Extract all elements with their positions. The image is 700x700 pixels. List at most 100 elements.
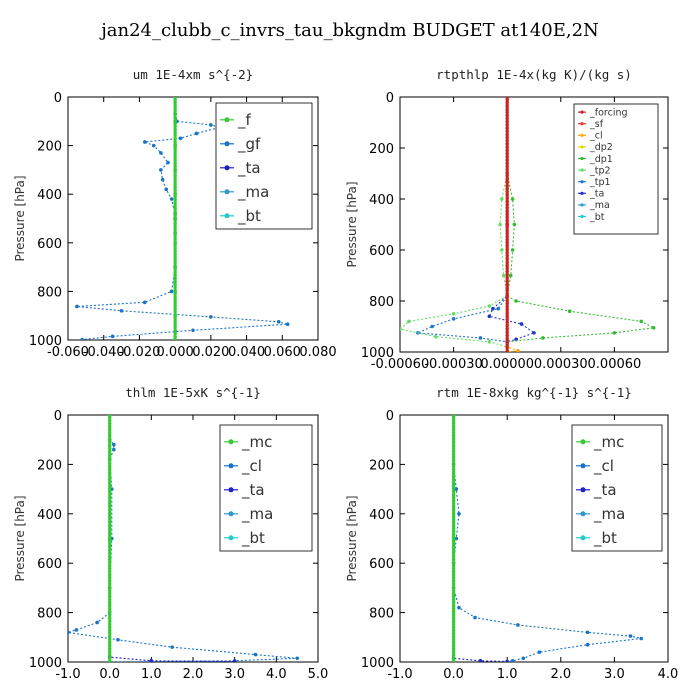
legend-label: _bt: [593, 529, 617, 548]
data-point: ×: [107, 591, 113, 599]
legend-box: [573, 103, 659, 235]
x-tick-label: 3.0: [604, 667, 625, 682]
series-line: [488, 97, 536, 343]
data-point: ×: [172, 185, 178, 193]
data-point: [567, 309, 572, 314]
data-point: ×: [504, 317, 510, 325]
y-axis-label: Pressure [hPa]: [13, 495, 27, 581]
data-point: ×: [107, 455, 113, 463]
data-point: [173, 216, 177, 221]
data-point: [505, 97, 509, 99]
data-point: [107, 660, 112, 662]
data-point: ×: [451, 554, 457, 562]
data-point: [75, 304, 79, 309]
data-point: ×: [504, 273, 510, 281]
data-point: ×: [451, 622, 457, 630]
y-tick-label: 1000: [29, 334, 62, 349]
data-point: [487, 314, 492, 319]
data-point: ×: [504, 336, 510, 344]
plot-frame: [67, 96, 319, 341]
data-point: ×: [504, 100, 510, 108]
data-point: ×: [107, 511, 113, 519]
data-point: ×: [107, 585, 113, 593]
data-point: ×: [451, 492, 457, 500]
series-forcing: [505, 97, 510, 352]
y-axis-label: Pressure [hPa]: [345, 181, 359, 267]
data-point: ×: [504, 234, 510, 242]
data-point: [173, 143, 177, 148]
legend-label: _ta: [589, 189, 604, 200]
legend-label: _sf: [589, 119, 604, 130]
data-point: [457, 512, 461, 516]
data-point: ×: [107, 523, 113, 531]
data-point: ×: [451, 480, 457, 488]
data-point: ×: [451, 486, 457, 494]
data-point: [173, 168, 177, 172]
data-point: [173, 241, 177, 245]
data-point: [505, 659, 509, 662]
series-ta: [107, 415, 237, 662]
data-point: ×: [451, 579, 457, 587]
data-point: [169, 289, 174, 294]
data-point: [173, 97, 177, 99]
data-point: ×: [451, 647, 457, 655]
data-point: ×: [107, 616, 113, 624]
data-point: ×: [172, 234, 178, 242]
data-point: ×: [451, 418, 457, 426]
x-tick-label: -1.0: [387, 667, 412, 682]
data-point: ×: [107, 424, 113, 432]
data-point: ×: [451, 628, 457, 636]
data-point: ×: [107, 437, 113, 445]
x-tick-label: 4.0: [658, 667, 679, 682]
data-point: ×: [504, 343, 510, 351]
data-point: [119, 309, 124, 313]
data-point: ×: [451, 412, 457, 420]
chart-panel-2: rtpthlp 1E-4x(kg K)/(kg s) Pressure [hPa]…: [345, 67, 669, 372]
data-point: ×: [107, 505, 113, 513]
data-point: ×: [504, 324, 510, 332]
legend-marker: [580, 122, 584, 126]
x-tick-label: 0.0: [443, 667, 464, 682]
data-point: ×: [451, 560, 457, 568]
legend-marker: [580, 145, 584, 149]
data-point: [500, 248, 504, 252]
data-point: ×: [107, 554, 113, 562]
legend-marker: [580, 535, 586, 541]
data-point: ×: [451, 431, 457, 439]
data-point: ×: [451, 566, 457, 574]
series-mc: [107, 415, 112, 662]
series-line: [400, 97, 508, 348]
y-tick-label: 800: [37, 285, 62, 300]
data-point: ×: [504, 247, 510, 255]
legend-label: _tp1: [589, 177, 611, 188]
legend-label: _f: [237, 111, 252, 130]
data-point: ×: [451, 653, 457, 661]
y-tick-label: 0: [54, 409, 62, 424]
legend-marker: [580, 203, 584, 207]
legend-label: _dp1: [589, 154, 613, 165]
legend-marker: [224, 141, 230, 147]
data-point: ×: [451, 529, 457, 537]
data-point: [285, 322, 290, 327]
data-point: [170, 645, 174, 649]
data-point: ×: [172, 161, 178, 169]
data-point: [95, 620, 99, 625]
y-tick-label: 600: [37, 237, 62, 252]
data-point: [487, 304, 492, 308]
data-point: ×: [504, 94, 510, 102]
data-point: ×: [451, 455, 457, 463]
data-point: [451, 536, 456, 541]
data-point: ×: [172, 112, 178, 120]
series-line: [453, 415, 508, 662]
y-tick-label: 1000: [361, 346, 394, 361]
data-point: [451, 660, 456, 662]
y-tick-label: 200: [37, 140, 62, 155]
data-point: [510, 197, 515, 201]
legend-label: _ma: [241, 505, 273, 524]
data-point: ×: [107, 498, 113, 506]
legend-marker: [580, 110, 584, 114]
data-point: [164, 187, 169, 192]
legend-marker: [580, 156, 584, 161]
data-point: ×: [504, 349, 510, 357]
data-point: [454, 487, 459, 491]
